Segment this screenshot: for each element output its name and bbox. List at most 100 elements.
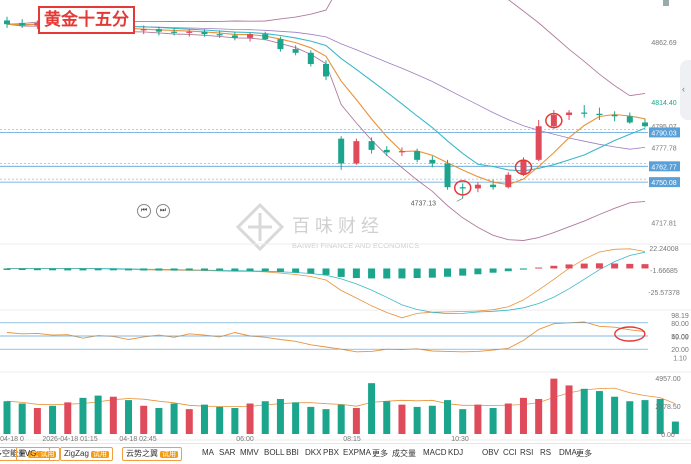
volume-bar: [64, 402, 72, 434]
candle-body: [520, 159, 527, 175]
indicator-tab[interactable]: OBV: [482, 448, 499, 457]
time-axis-label: 04-18 02:45: [119, 436, 156, 443]
candle-body: [581, 112, 588, 114]
candle-body: [338, 138, 345, 164]
candle-body: [368, 141, 375, 150]
indicator-tab[interactable]: BBI: [286, 448, 299, 457]
indicator-tab[interactable]: SAR: [219, 448, 236, 457]
volume-bar: [504, 403, 512, 434]
macd-bar: [368, 268, 376, 279]
time-axis-label: 10:30: [451, 436, 469, 443]
volume-bar: [550, 378, 558, 434]
volume-bar: [565, 385, 573, 434]
trial-badge: 试用: [38, 451, 57, 458]
volume-bar: [459, 409, 467, 434]
macd-bar: [352, 268, 360, 279]
macd-bar: [79, 268, 87, 271]
macd-bar: [231, 268, 239, 271]
indicator-tab[interactable]: DMA: [559, 448, 577, 457]
indicator-chip[interactable]: FVG 试用: [16, 447, 61, 461]
chevron-left-icon: ‹: [682, 84, 685, 94]
volume-bar: [261, 401, 269, 434]
candle-body: [566, 112, 573, 116]
indicator-tab[interactable]: MMV: [240, 448, 259, 457]
candle-body: [429, 159, 436, 164]
macd-bar: [33, 268, 41, 271]
volume-bar: [641, 400, 649, 434]
time-axis-label: 2026-04-18 01:15: [42, 436, 97, 443]
macd-axis-label: -25.57378: [648, 290, 680, 297]
collapse-panel-button[interactable]: ‹: [680, 60, 691, 120]
candle-body: [611, 115, 618, 117]
volume-bar: [383, 401, 391, 434]
indicator-tab[interactable]: 成交量: [392, 449, 416, 458]
candle-body: [262, 34, 269, 40]
indicator-chip[interactable]: 云势之翼 试用: [122, 447, 182, 461]
indicator-tab[interactable]: BOLL: [264, 448, 285, 457]
macd-bar: [3, 268, 11, 270]
macd-bar: [185, 268, 193, 271]
macd-bar: [276, 268, 284, 272]
indicator-tab[interactable]: PBX: [323, 448, 340, 457]
macd-bar: [109, 268, 117, 271]
candle-body: [642, 122, 648, 127]
indicator-tab[interactable]: DKX: [305, 448, 322, 457]
volume-bar: [474, 404, 482, 434]
watermark: 百 味 财 经 BAIWEI FINANCE AND ECONOMICS: [235, 202, 419, 252]
candle-body: [19, 22, 26, 26]
volume-bar: [626, 401, 634, 434]
prev-page-button[interactable]: ⏮: [137, 204, 151, 218]
macd-dif-line: [7, 248, 646, 319]
volume-bar: [246, 403, 254, 434]
macd-bar: [140, 268, 148, 271]
indicator-tab[interactable]: 更多: [576, 449, 592, 458]
volume-bar: [140, 405, 148, 434]
price-tag: 4750.08: [651, 180, 676, 187]
volume-bar: [519, 397, 527, 434]
macd-bar: [94, 268, 102, 271]
macd-bar: [170, 268, 178, 271]
indicator-tab[interactable]: MACD: [423, 448, 447, 457]
candle-body: [535, 126, 542, 160]
indicator-tab[interactable]: KDJ: [448, 448, 464, 457]
volume-bar: [337, 404, 345, 434]
volume-axis-label: 2478.50: [655, 404, 680, 411]
volume-bar: [3, 401, 11, 434]
indicator-tab[interactable]: MA: [202, 448, 214, 457]
candle-body: [353, 141, 360, 164]
time-axis-label: 08:15: [343, 436, 361, 443]
volume-axis-label: 4957.00: [655, 376, 680, 383]
indicator-chip-label: ZigZag: [64, 449, 89, 458]
kdj-axis-label: 20.00: [671, 347, 689, 354]
volume-bar: [231, 408, 239, 434]
volume-bar: [49, 405, 57, 434]
macd-bar: [49, 268, 57, 271]
watermark-cn: 百 味 财 经: [292, 216, 379, 236]
macd-bar: [519, 268, 527, 270]
volume-ma-line: [6, 387, 676, 407]
price-tag: 4762.77: [651, 164, 676, 171]
candle-body: [307, 52, 314, 64]
macd-bar: [626, 263, 634, 269]
candle-body: [247, 34, 254, 38]
volume-bar: [18, 403, 26, 434]
indicator-tab[interactable]: 更多: [372, 449, 388, 458]
highlight-circle: [514, 159, 533, 176]
macd-bar: [459, 268, 467, 276]
indicator-tab[interactable]: EXPMA: [343, 448, 372, 457]
macd-bar: [64, 268, 72, 271]
trial-badge: 试用: [90, 451, 109, 458]
indicator-tab[interactable]: CCI: [503, 448, 517, 457]
macd-bar: [246, 268, 254, 272]
candle-body: [459, 187, 466, 189]
indicator-tab[interactable]: RS: [540, 448, 552, 457]
next-page-button[interactable]: ⏭: [156, 204, 170, 218]
highlight-circle: [453, 180, 472, 196]
volume-bar: [185, 409, 193, 434]
indicator-tab[interactable]: RSI: [520, 448, 534, 457]
candle-body: [626, 116, 633, 123]
volume-bar: [671, 421, 679, 434]
indicator-chip[interactable]: ZigZag 试用: [60, 447, 113, 461]
macd-bar: [398, 268, 406, 279]
